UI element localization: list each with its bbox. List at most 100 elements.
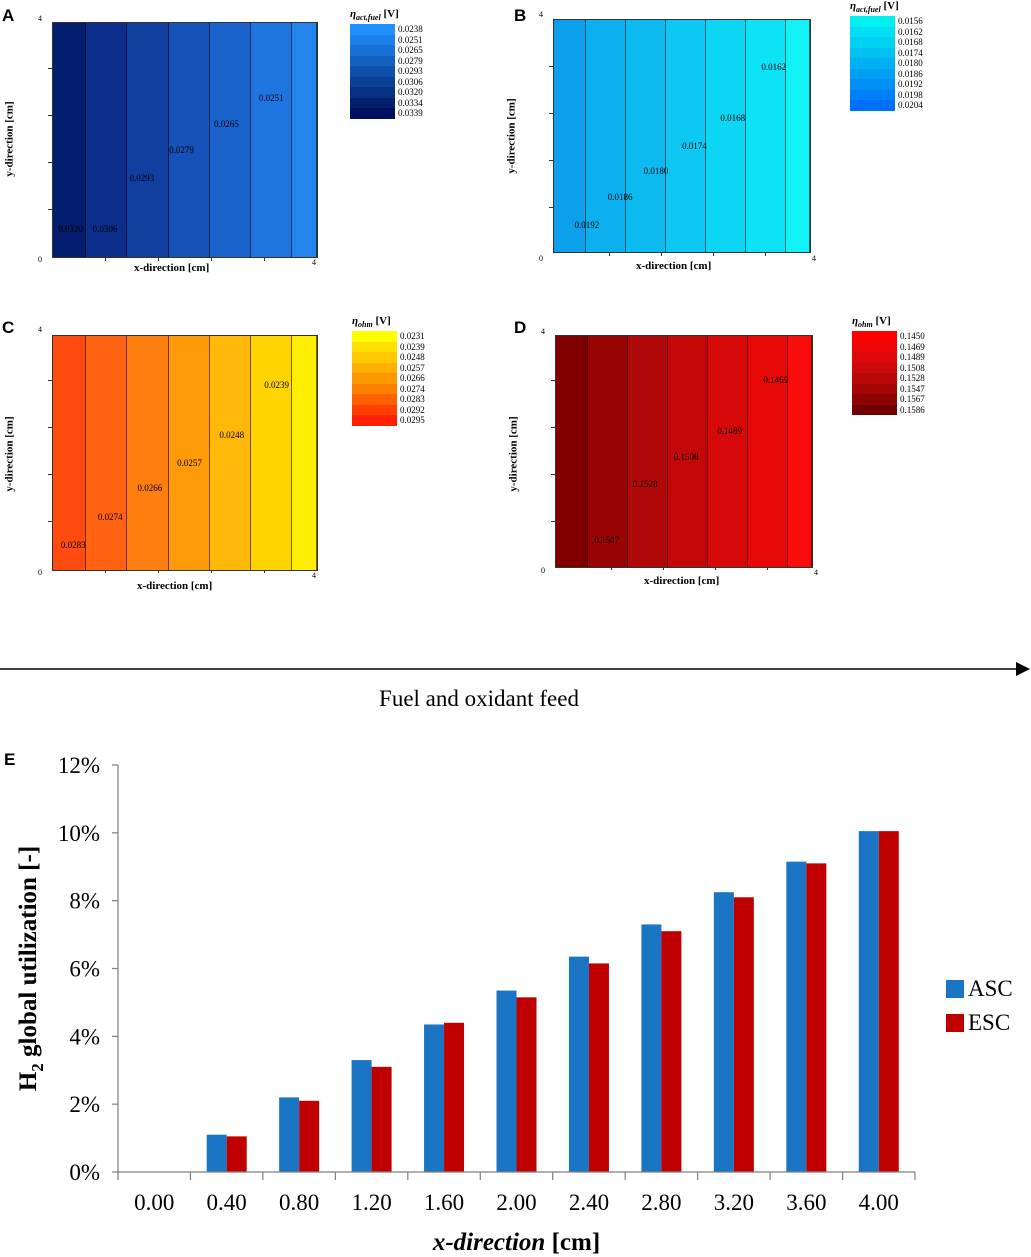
colorbar-swatch <box>850 26 895 38</box>
contour-band <box>785 20 810 252</box>
colorbar-swatch <box>350 108 395 119</box>
bar-asc <box>206 1134 227 1172</box>
colorbar-swatch <box>350 24 395 35</box>
colorbar-value: 0.0283 <box>400 394 425 405</box>
contour-map: 0.1547 0.1528 0.1508 0.1489 0.1469 <box>555 335 813 568</box>
panel-letter: B <box>514 6 527 25</box>
y-tick-max: 4 <box>38 325 42 334</box>
bar-esc <box>299 1100 320 1172</box>
colorbar-swatch <box>852 362 897 374</box>
bar-asc <box>424 1024 445 1172</box>
bar-esc <box>733 897 754 1172</box>
colorbar-legend: ηohm [V] 0.1450 0.1469 0.1489 0.1508 0.1528 0.… <box>852 315 925 416</box>
colorbar-swatch <box>350 87 395 98</box>
colorbar-legend: ηact,fuel [V] 0.0156 0.0162 0.0168 0.0174 0.0… <box>850 0 923 111</box>
colorbar-entry: 0.0279 <box>350 55 423 67</box>
legend-swatch-asc <box>946 980 964 998</box>
x-tick-label: 3.20 <box>714 1190 754 1215</box>
bar-asc <box>858 831 879 1172</box>
contour-label: 0.1547 <box>594 534 620 545</box>
legend-label-asc: ASC <box>968 976 1013 1001</box>
colorbar-swatch <box>850 47 895 59</box>
x-tick-label: 1.20 <box>351 1190 391 1215</box>
colorbar-entry: 0.0339 <box>350 108 423 119</box>
x-tick-max: 4 <box>814 568 818 577</box>
colorbar-swatch <box>352 415 397 426</box>
y-axis-label: y-direction [cm] <box>3 101 16 177</box>
colorbar-value: 0.0204 <box>898 100 923 111</box>
contour-band <box>86 336 128 570</box>
x-axis-title: x-direction [cm] <box>432 1229 600 1256</box>
panel-letter: D <box>514 318 527 337</box>
colorbar-entry: 0.0162 <box>850 26 923 38</box>
colorbar-legend: ηact,fuel [V] 0.0238 0.0251 0.0265 0.0279 0.0… <box>350 8 423 119</box>
colorbar-swatch <box>350 97 395 109</box>
contour-band <box>787 336 812 567</box>
bar-asc <box>568 956 589 1172</box>
x-axis-label: x-direction [cm] <box>636 260 712 272</box>
x-tick-label: 1.60 <box>424 1190 464 1215</box>
colorbar-entry: 0.0204 <box>850 100 923 111</box>
y-axis-title: H2 global utilization [-] <box>15 846 47 1091</box>
colorbar-entry: 0.1547 <box>852 383 925 395</box>
colorbar-value: 0.0186 <box>898 68 923 79</box>
colorbar-entry: 0.0198 <box>850 89 923 101</box>
colorbar-swatch <box>352 394 397 405</box>
y-tick-label: 10% <box>58 821 100 846</box>
contour-label: 0.1528 <box>632 479 658 490</box>
contour-band <box>586 20 627 252</box>
colorbar-swatch <box>352 331 397 342</box>
x-tick-label: 2.40 <box>569 1190 609 1215</box>
contour-band <box>291 336 317 570</box>
y-tick-label: 8% <box>69 889 100 914</box>
colorbar-swatch <box>852 352 897 363</box>
colorbar-value: 0.0192 <box>898 79 923 90</box>
colorbar-value: 0.0306 <box>398 76 423 87</box>
bar-esc <box>588 963 609 1172</box>
y-tick-min: 0 <box>539 254 543 263</box>
contour-label: 0.0162 <box>761 61 787 72</box>
contour-label: 0.0251 <box>258 93 284 104</box>
x-tick-max: 4 <box>812 254 816 263</box>
colorbar-swatch <box>352 352 397 363</box>
colorbar-entry: 0.0266 <box>352 373 425 384</box>
colorbar-entry: 0.0251 <box>350 34 423 46</box>
bar-asc <box>351 1060 372 1172</box>
x-tick-label: 3.60 <box>786 1190 826 1215</box>
x-tick-label: 0.80 <box>279 1190 319 1215</box>
x-tick-label: 2.00 <box>496 1190 536 1215</box>
colorbar-entry: 0.0238 <box>350 24 423 35</box>
contour-band <box>127 23 169 257</box>
panel-letter: E <box>4 750 16 769</box>
contour-label: 0.0239 <box>264 380 289 391</box>
colorbar-value: 0.0162 <box>898 26 923 37</box>
contour-label: 0.0293 <box>129 172 155 183</box>
contour-label: 0.0180 <box>643 166 669 177</box>
colorbar-value: 0.0238 <box>398 24 423 35</box>
colorbar-entry: 0.0180 <box>850 58 923 69</box>
colorbar-entry: 0.0192 <box>850 79 923 90</box>
contour-label: 0.1489 <box>717 426 743 437</box>
colorbar-title: ηact,fuel [V] <box>850 0 899 15</box>
colorbar-entry: 0.1469 <box>852 341 925 353</box>
colorbar-value: 0.0295 <box>400 415 425 426</box>
y-tick-label: 4% <box>69 1024 100 1049</box>
contour-label: 0.0274 <box>97 511 123 522</box>
x-tick-label: 0.00 <box>134 1190 174 1215</box>
y-axis-label: y-direction [cm] <box>3 416 16 492</box>
colorbar-swatch <box>350 66 395 77</box>
colorbar-entry: 0.0306 <box>350 76 423 88</box>
colorbar-title: ηact,fuel [V] <box>350 8 399 23</box>
colorbar-title: ηohm [V] <box>852 315 891 330</box>
contour-label: 0.1469 <box>763 375 789 386</box>
contour-label: 0.1508 <box>673 451 699 462</box>
contour-band <box>86 23 128 257</box>
colorbar-swatch <box>852 404 897 416</box>
colorbar-entry: 0.1450 <box>852 331 925 342</box>
colorbar-entry: 0.0248 <box>352 352 425 363</box>
x-tick-label: 0.40 <box>207 1190 247 1215</box>
colorbar-value: 0.1489 <box>900 352 925 363</box>
colorbar-value: 0.0180 <box>898 58 923 69</box>
legend-label-esc: ESC <box>968 1010 1010 1035</box>
colorbar-value: 0.1450 <box>900 331 925 342</box>
